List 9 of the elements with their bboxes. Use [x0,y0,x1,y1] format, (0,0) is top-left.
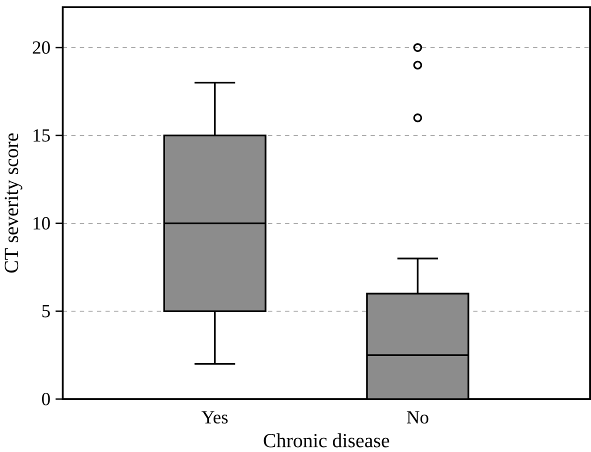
y-tick-label: 0 [42,392,50,406]
y-tick-label: 20 [32,41,50,54]
y-axis-title: CT severity score [4,133,22,273]
x-tick-label: Yes [202,411,228,424]
y-tick-label: 5 [42,304,50,318]
y-tick-label: 10 [34,217,50,230]
x-tick-label: No [406,411,428,424]
y-tick-label: 15 [34,129,50,142]
x-axis-title: Chronic disease [264,433,390,448]
